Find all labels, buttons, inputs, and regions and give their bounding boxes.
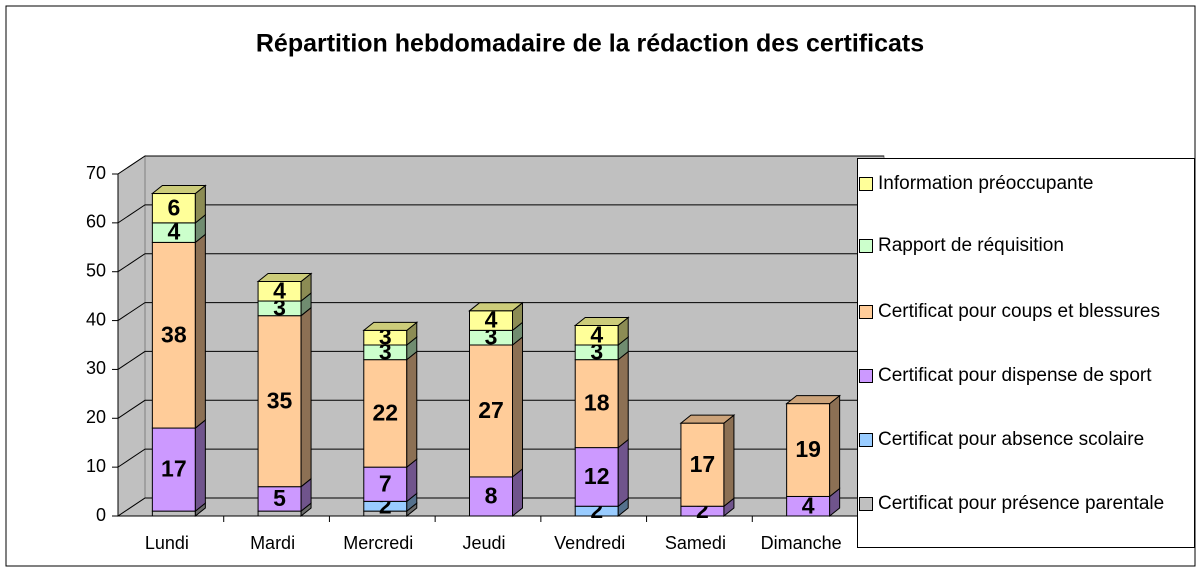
legend-entry: Information préoccupante	[859, 171, 1178, 196]
legend-label: Information préoccupante	[878, 173, 1094, 194]
bar-side	[723, 414, 735, 508]
data-label: 4	[273, 277, 286, 303]
bar-side	[406, 350, 418, 469]
y-tick-label: 20	[86, 407, 106, 427]
data-label: 35	[267, 387, 293, 413]
bar-segment	[363, 359, 408, 468]
data-label: 7	[379, 470, 392, 496]
data-label: 18	[584, 390, 610, 416]
bar-side	[194, 233, 206, 430]
y-tick-label: 40	[86, 309, 106, 329]
grid-line	[117, 302, 884, 321]
x-tick-label: Jeudi	[462, 533, 505, 553]
grid-line	[117, 253, 884, 273]
bar-segment	[469, 344, 513, 478]
grid-line	[117, 497, 884, 517]
legend-entry: Certificat pour absence scolaire	[859, 427, 1178, 452]
legend-label: Rapport de réquisition	[878, 235, 1064, 256]
legend-label: Certificat pour dispense de sport	[878, 365, 1152, 386]
grid-line	[117, 350, 884, 370]
bar-segment	[151, 510, 196, 517]
bar-segment	[574, 447, 619, 507]
bar-segment	[151, 193, 196, 224]
grid-line	[117, 448, 884, 468]
x-tick-label: Mardi	[250, 533, 295, 553]
bar-top	[256, 272, 313, 282]
legend-entry: Certificat pour coups et blessures	[859, 299, 1178, 324]
legend-entry: Rapport de réquisition	[859, 233, 1178, 258]
legend-swatch	[859, 177, 873, 191]
legend: Information préoccupante Rapport de réqui…	[857, 158, 1195, 548]
data-label: 4	[167, 219, 180, 245]
y-tick-label: 0	[96, 505, 106, 525]
data-label: 12	[584, 463, 610, 489]
x-tick-label: Samedi	[665, 533, 726, 553]
side-wall	[117, 155, 146, 517]
bar-top	[362, 321, 419, 331]
x-tick-label: Mercredi	[343, 533, 413, 553]
bar-top	[785, 395, 842, 405]
data-label: 8	[485, 483, 498, 509]
bar-side	[512, 335, 523, 478]
bar-segment	[786, 403, 831, 497]
bar-side	[829, 394, 841, 498]
legend-label: Certificat pour absence scolaire	[878, 429, 1145, 450]
bar-side	[300, 306, 312, 488]
bar-segment	[257, 315, 302, 488]
grid-line	[117, 399, 884, 419]
bar-segment	[469, 476, 513, 517]
x-tick-label: Dimanche	[761, 533, 842, 553]
data-label: 17	[690, 451, 716, 477]
grid-line	[117, 204, 884, 224]
bar-segment	[151, 241, 196, 429]
legend-swatch	[859, 239, 873, 253]
data-label: 4	[590, 321, 603, 347]
data-label: 5	[273, 485, 286, 511]
x-tick-label: Lundi	[145, 533, 189, 553]
bar-side	[194, 419, 206, 513]
data-label: 22	[372, 399, 398, 425]
y-tick-label: 50	[86, 260, 106, 280]
legend-swatch	[859, 369, 873, 383]
data-label: 27	[478, 397, 504, 423]
legend-label: Certificat pour coups et blessures	[878, 301, 1160, 322]
y-tick-label: 10	[86, 456, 106, 476]
legend-label: Certificat pour présence parentale	[878, 493, 1165, 514]
bar-top	[573, 316, 630, 326]
bar-top	[468, 302, 524, 312]
bar-segment	[257, 510, 302, 517]
data-label: 6	[167, 194, 180, 220]
data-label: 4	[485, 307, 498, 333]
data-label: 17	[161, 456, 187, 482]
legend-entry: Certificat pour dispense de sport	[859, 363, 1178, 388]
y-tick-label: 70	[86, 163, 106, 183]
data-label: 38	[161, 321, 187, 347]
bar-segment	[574, 359, 619, 449]
grid-line	[117, 155, 884, 175]
data-label: 19	[795, 436, 821, 462]
x-tick-label: Vendredi	[554, 533, 625, 553]
y-tick-label: 30	[86, 358, 106, 378]
legend-swatch	[859, 305, 873, 319]
y-tick-label: 60	[86, 212, 106, 232]
data-label: 4	[802, 492, 815, 518]
bar-side	[617, 350, 629, 449]
legend-swatch	[859, 433, 873, 447]
legend-entry: Certificat pour présence parentale	[859, 491, 1178, 516]
bar-side	[617, 438, 629, 508]
legend-swatch	[859, 497, 873, 511]
chart-title: Répartition hebdomadaire de la rédaction…	[256, 30, 924, 58]
bar-top	[150, 185, 207, 195]
bar-top	[679, 414, 736, 424]
bar-segment	[151, 427, 196, 512]
